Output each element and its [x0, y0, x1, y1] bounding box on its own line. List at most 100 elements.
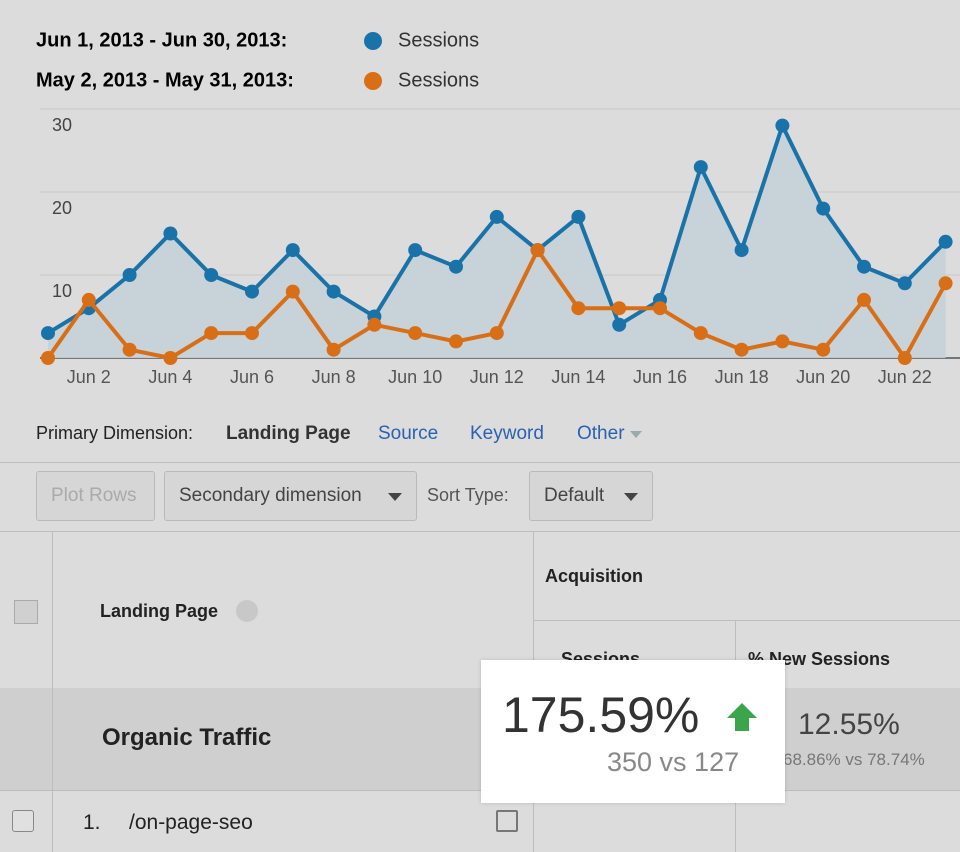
data-point — [938, 234, 953, 249]
column-line — [52, 688, 53, 790]
open-link-icon[interactable] — [496, 810, 518, 832]
dimension-link[interactable]: Source — [378, 423, 439, 444]
highlight-callout: 175.59% 350 vs 127 — [481, 660, 785, 803]
data-point — [734, 243, 749, 258]
row-line — [0, 790, 960, 791]
data-point — [245, 326, 259, 341]
data-point — [530, 243, 545, 258]
data-point — [816, 342, 831, 357]
data-point — [122, 268, 137, 282]
data-point — [408, 326, 423, 341]
cell-compare: 68.86% vs 78.74% — [783, 750, 925, 769]
dimension-header: Landing Page — [100, 601, 219, 621]
legend-period: May 2, 2013 - May 31, 2013: — [36, 69, 294, 91]
data-point — [775, 118, 790, 133]
data-point — [449, 334, 463, 349]
data-point — [122, 342, 137, 357]
data-point — [897, 351, 912, 365]
button-text: Default — [544, 485, 605, 506]
data-point — [489, 326, 504, 341]
button-text: Secondary dimension — [179, 485, 362, 506]
x-tick-label: Jun 14 — [551, 367, 605, 387]
divider — [0, 462, 960, 463]
data-point — [204, 268, 219, 282]
data-point — [367, 317, 382, 332]
data-point — [857, 292, 871, 307]
x-tick-label: Jun 10 — [388, 367, 442, 387]
data-point — [693, 160, 708, 175]
data-point — [163, 226, 178, 241]
help-icon[interactable] — [236, 600, 258, 622]
data-point — [245, 284, 259, 299]
up-arrow — [727, 703, 757, 731]
legend-period: Jun 1, 2013 - Jun 30, 2013: — [36, 29, 287, 51]
x-tick-label: Jun 8 — [312, 367, 356, 387]
x-tick-label: Jun 20 — [796, 367, 850, 387]
x-tick-label: Jun 18 — [715, 367, 769, 387]
sort-label: Sort Type: — [427, 485, 509, 505]
dimension-link[interactable]: Other — [577, 423, 625, 444]
data-point — [816, 201, 831, 216]
y-tick-label: 30 — [52, 115, 72, 135]
data-point — [489, 209, 504, 224]
dimension-link[interactable]: Keyword — [470, 423, 544, 444]
data-point — [897, 276, 912, 291]
data-point — [326, 342, 341, 357]
area — [48, 125, 946, 358]
checkbox[interactable] — [14, 600, 38, 624]
x-tick-label: Jun 16 — [633, 367, 687, 387]
data-point — [775, 334, 790, 349]
data-point — [285, 243, 300, 258]
caret — [624, 493, 638, 501]
cell-value: 175.59% — [502, 687, 700, 743]
data-point — [204, 326, 219, 341]
row-page[interactable]: /on-page-seo — [129, 811, 253, 834]
x-tick-label: Jun 22 — [878, 367, 932, 387]
data-point — [41, 326, 55, 341]
legend-swatch — [364, 32, 382, 50]
y-tick-label: 10 — [52, 281, 72, 301]
secondary-dimension-button[interactable]: Secondary dimension — [164, 471, 417, 521]
y-tick-label: 20 — [52, 198, 72, 218]
x-tick-label: Jun 6 — [230, 367, 274, 387]
legend-name: Sessions — [398, 69, 479, 91]
primary-label: Primary Dimension: — [36, 423, 194, 443]
data-point — [938, 276, 953, 291]
active-dimension[interactable]: Landing Page — [226, 423, 351, 444]
sort-button[interactable]: Default — [529, 471, 653, 521]
data-point — [81, 292, 96, 307]
cell-compare: 350 vs 127 — [607, 747, 740, 777]
header-line — [533, 620, 960, 621]
chart: Jun 1, 2013 - Jun 30, 2013: Sessions May 2… — [36, 29, 960, 387]
dropdown-arrow — [630, 431, 642, 438]
x-tick-label: Jun 4 — [148, 367, 192, 387]
cell-value: 12.55% — [798, 708, 900, 741]
legend-name: Sessions — [398, 29, 479, 51]
data-point — [326, 284, 341, 299]
data-point — [857, 259, 871, 274]
table-border — [0, 531, 960, 532]
segment-name: Organic Traffic — [102, 724, 272, 751]
data-point — [734, 342, 749, 357]
data-point — [41, 351, 55, 365]
data-point — [163, 351, 178, 365]
legend-swatch — [364, 72, 382, 90]
data-point — [285, 284, 300, 299]
row-index: 1. — [83, 811, 101, 834]
checkbox[interactable] — [12, 810, 34, 832]
caret — [388, 493, 402, 501]
data-point — [449, 259, 463, 274]
data-point — [693, 326, 708, 341]
group-header: Acquisition — [545, 566, 643, 586]
x-tick-label: Jun 2 — [67, 367, 111, 387]
data-point — [612, 317, 627, 332]
data-point — [612, 301, 627, 316]
segment-row — [0, 688, 960, 790]
data-point — [653, 301, 667, 316]
plot-rows-button[interactable]: Plot Rows — [36, 471, 155, 521]
arrow-shape — [727, 703, 757, 731]
x-tick-label: Jun 12 — [470, 367, 524, 387]
data-point — [571, 301, 586, 316]
data-point — [571, 209, 586, 224]
